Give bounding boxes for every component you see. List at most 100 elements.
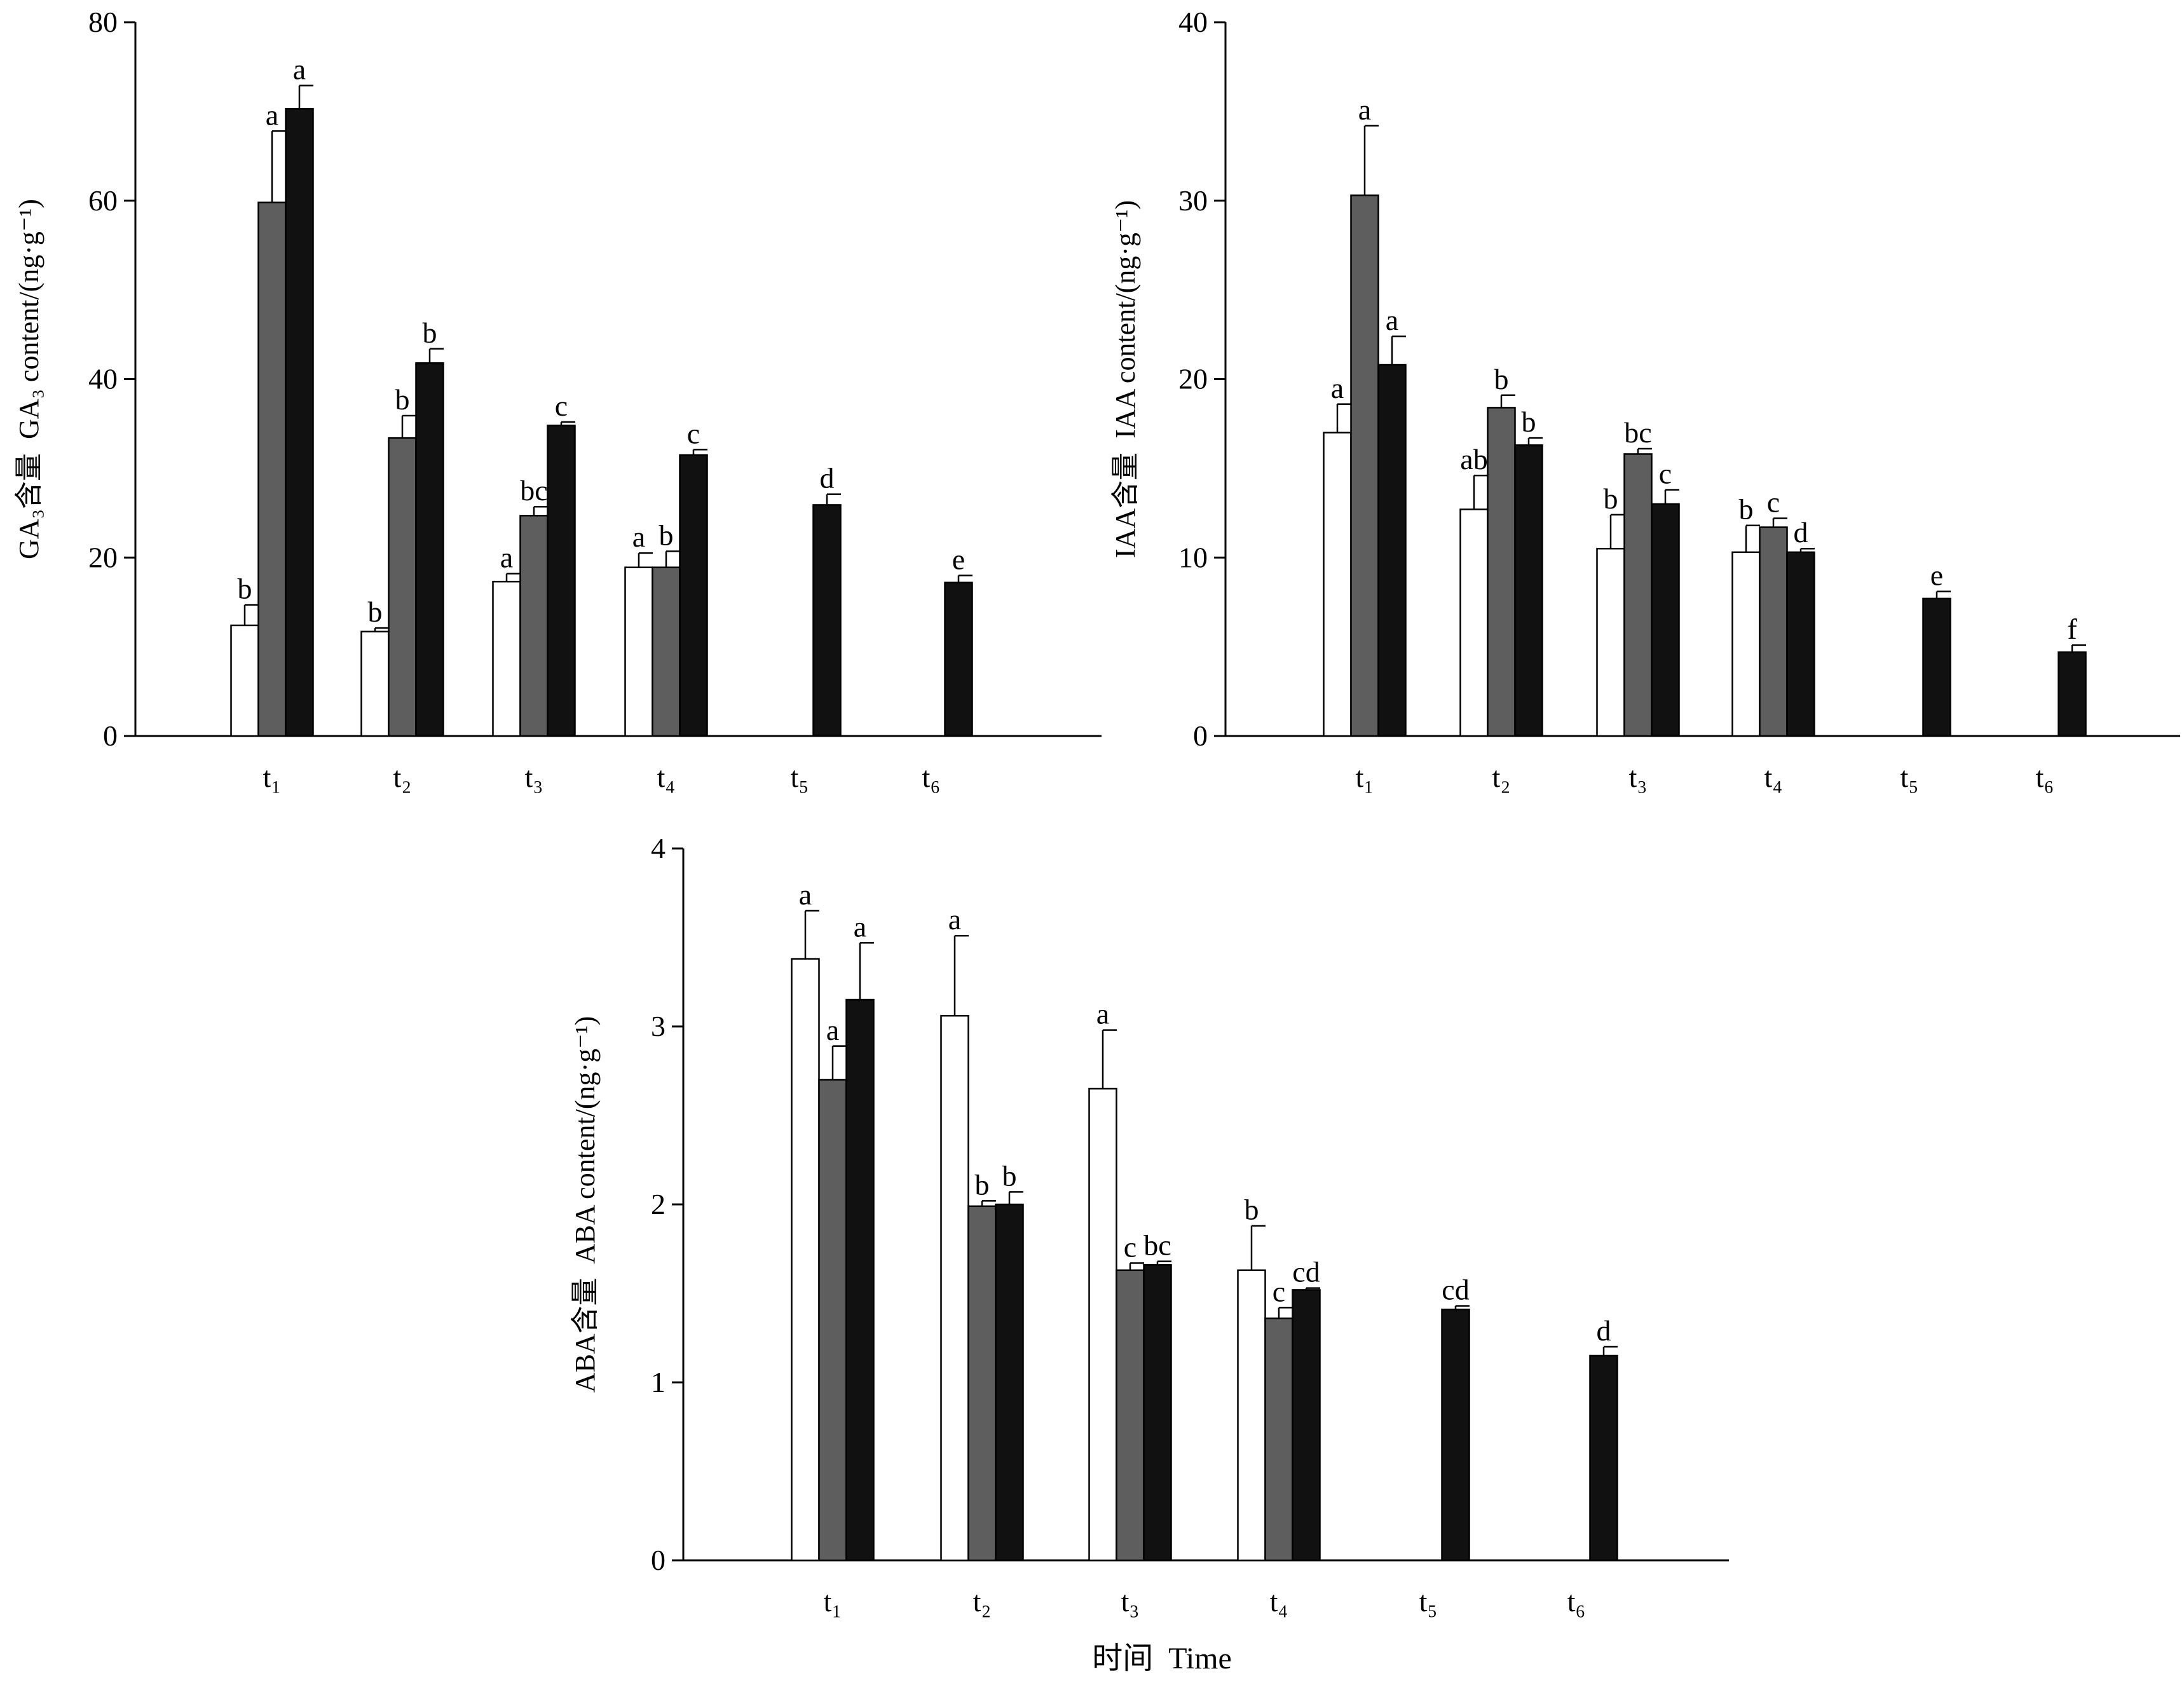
bar [1088, 1087, 1117, 1562]
significance-label: bc [520, 474, 547, 507]
error-bar [1500, 394, 1515, 408]
y-axis-title: ABA含量 ABA content/(ng·g⁻¹) [570, 1016, 601, 1393]
significance-label: d [1597, 1314, 1611, 1347]
x-tick-label: t₃ [1629, 761, 1648, 793]
error-bar [1363, 125, 1379, 196]
significance-label: d [820, 462, 835, 494]
significance-label: b [1604, 482, 1618, 515]
significance-label: bc [1624, 416, 1651, 449]
error-bar [298, 85, 313, 109]
bar [230, 624, 259, 737]
y-tick-label: 3 [651, 1010, 665, 1042]
significance-label: f [2067, 613, 2077, 645]
y-tick-label: 20 [88, 541, 118, 573]
y-tick-label: 0 [1193, 719, 1208, 752]
x-tick-label: t₁ [263, 761, 282, 793]
bar [1377, 364, 1407, 737]
error-bar [1336, 403, 1351, 433]
y-tick-label: 1 [651, 1366, 665, 1398]
x-tick-label: t₁ [824, 1585, 842, 1618]
significance-label: b [423, 317, 437, 349]
error-bar [1129, 1262, 1144, 1271]
error-bar [859, 942, 874, 1000]
y-tick-label: 0 [651, 1544, 665, 1576]
error-bar [831, 1045, 847, 1080]
bar [1237, 1269, 1266, 1562]
bar [1623, 453, 1653, 737]
x-tick-label: t₁ [1356, 761, 1374, 793]
bar [388, 437, 417, 737]
significance-label: a [293, 53, 306, 86]
significance-label: bc [1143, 1229, 1171, 1262]
significance-label: d [1794, 516, 1808, 549]
significance-label: a [826, 1014, 839, 1046]
significance-label: b [975, 1168, 990, 1201]
bar [360, 630, 390, 737]
error-bar [1664, 489, 1679, 505]
bar [652, 566, 681, 737]
significance-label: a [1331, 372, 1344, 404]
error-bar [1156, 1260, 1171, 1265]
y-tick-label: 0 [103, 719, 118, 752]
bar [1786, 551, 1815, 737]
error-bar [826, 493, 841, 505]
error-bar [374, 627, 389, 632]
error-bar [243, 604, 259, 625]
bar [1759, 526, 1788, 737]
significance-label: a [632, 521, 645, 553]
bar [1292, 1289, 1321, 1562]
chart-panel-iaa: 0 10 20 30 40 IAA含量 IAA content/(ng·g⁻¹) t₁ t₂ t… [1110, 6, 2180, 793]
error-bar [533, 505, 548, 516]
y-tick-label: 2 [651, 1188, 665, 1220]
error-bar [665, 550, 680, 568]
x-tick-label: t₄ [1764, 761, 1783, 793]
significance-label: c [1659, 458, 1672, 490]
error-bar [1602, 1346, 1618, 1356]
error-bar [271, 130, 286, 203]
error-bar [1772, 517, 1787, 528]
significance-label: ab [1460, 443, 1487, 475]
significance-label: b [1494, 363, 1509, 395]
error-bar [804, 910, 819, 959]
bar [1143, 1264, 1172, 1562]
bar [1487, 407, 1516, 737]
y-tick-label: 10 [1178, 541, 1208, 573]
bar [1264, 1317, 1293, 1562]
bar [2058, 651, 2087, 737]
x-tick-label: t₂ [393, 761, 412, 793]
significance-label: b [1522, 405, 1536, 438]
error-bar [1473, 474, 1488, 510]
error-bar [957, 575, 973, 583]
error-bar [692, 449, 707, 455]
significance-label: c [687, 417, 700, 449]
y-axis-title: GA₃含量 GA₃ content/(ng·g⁻¹) [13, 199, 44, 559]
x-tick-label: t₅ [1901, 761, 1919, 793]
y-axis-title: IAA含量 IAA content/(ng·g⁻¹) [1110, 200, 1141, 558]
significance-label: b [238, 573, 252, 605]
error-bar [1527, 437, 1543, 446]
error-bar [2071, 644, 2086, 653]
bar [285, 107, 314, 737]
error-bar [953, 934, 969, 1016]
error-bar [1454, 1305, 1470, 1310]
bar [1596, 547, 1625, 737]
error-bar [1609, 514, 1625, 549]
significance-label: a [799, 878, 812, 911]
bar [1589, 1354, 1618, 1562]
significance-label: a [266, 99, 278, 131]
error-bar [401, 414, 416, 439]
error-bar [1745, 524, 1760, 552]
significance-label: b [1245, 1194, 1259, 1226]
error-bar [1391, 335, 1406, 365]
bar [818, 1079, 847, 1562]
chart-panel-aba: 0 1 2 3 4 ABA含量 ABA content/(ng·g⁻¹) t₁ t₂ t₃ t₄ t… [570, 832, 1729, 1618]
significance-label: c [1124, 1230, 1136, 1263]
error-bar [1935, 590, 1951, 599]
significance-label: a [1096, 998, 1109, 1030]
significance-label: b [368, 596, 383, 628]
x-tick-label: t₆ [1567, 1585, 1586, 1618]
y-tick-label: 40 [88, 363, 118, 395]
bar [1350, 194, 1379, 737]
bar [940, 1014, 969, 1562]
